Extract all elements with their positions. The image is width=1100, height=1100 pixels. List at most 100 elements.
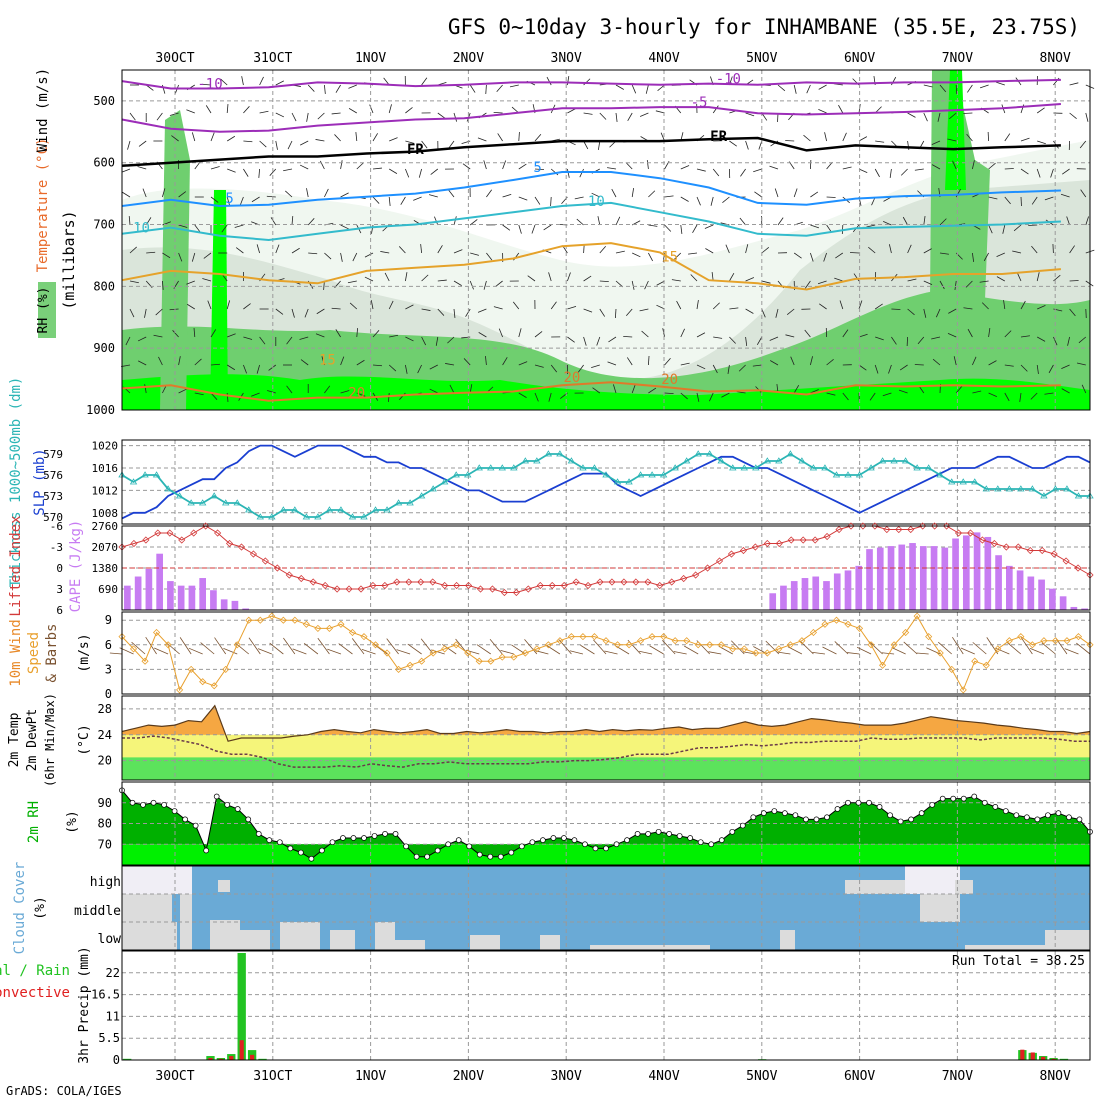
wind-speed-point xyxy=(671,637,679,645)
wind-barb xyxy=(818,84,827,90)
wind-barb xyxy=(191,252,196,262)
wind-barb xyxy=(889,168,892,178)
cape-li-panel: 690 1380 2070 2760 -6 -3 0 3 6 Lifted Index CAPE (… xyxy=(8,515,1094,617)
wind-barb xyxy=(158,356,163,366)
wind10m-barb xyxy=(303,643,319,655)
wind-barb xyxy=(203,252,212,259)
wind-barb xyxy=(648,190,656,198)
wind10m-barb xyxy=(731,640,745,655)
cape-bar xyxy=(984,536,992,610)
x-tick-label: 4NOV xyxy=(648,51,679,66)
wind10m-barb xyxy=(154,647,169,655)
wind-barb xyxy=(364,252,374,258)
wind-barb xyxy=(988,392,997,398)
precip-conv-bar xyxy=(1041,1056,1046,1060)
x-tick-label: 3NOV xyxy=(551,1069,582,1084)
wind-barb xyxy=(858,300,863,310)
wind-barb xyxy=(162,221,171,226)
panel-background xyxy=(122,951,1090,1060)
wind-barb xyxy=(137,360,147,366)
wind-speed-point xyxy=(245,616,253,624)
cape-bar xyxy=(801,578,809,610)
chart-title: GFS 0~10day 3-hourly for INHAMBANE (35.5… xyxy=(448,15,1080,39)
wind-barb xyxy=(121,364,131,367)
wind-barb xyxy=(348,84,357,89)
wind-barb xyxy=(931,140,941,146)
wind-barb xyxy=(948,308,957,314)
slp-tick-label: 1012 xyxy=(92,484,119,497)
wind-barb xyxy=(1004,392,1010,402)
rh-tick-label: 70 xyxy=(98,837,112,851)
wind-barb xyxy=(965,280,973,288)
wind-barb xyxy=(355,132,358,142)
thickness-point xyxy=(878,457,887,464)
rh2m-point xyxy=(697,839,704,846)
precip-tick-label: 11 xyxy=(106,1009,120,1023)
wind-barb xyxy=(639,308,649,312)
slp-thickness-panel: 1008 1012 1016 1020 570 573 576 579 Thickness 10… xyxy=(8,377,1094,587)
wind-barb xyxy=(1069,82,1079,86)
wind-barb xyxy=(465,308,471,317)
wind-barb xyxy=(1004,364,1014,367)
wind-barb xyxy=(518,224,522,234)
wind10m-barb xyxy=(1064,648,1079,655)
rh2m-point xyxy=(529,839,536,846)
wind-barb xyxy=(477,308,487,313)
wind-speed-point xyxy=(925,633,933,641)
lifted-index-point xyxy=(1002,543,1010,551)
wind-barb xyxy=(576,218,584,226)
panel-border xyxy=(121,611,1091,695)
lifted-index-point xyxy=(692,571,700,579)
wind-barb xyxy=(239,196,244,206)
cloud-cover-bar xyxy=(280,922,320,950)
x-tick-label: 30OCT xyxy=(155,1069,194,1084)
thickness-point xyxy=(682,457,691,464)
wind-barb xyxy=(207,300,212,310)
thickness-point xyxy=(510,464,518,471)
wind-barb xyxy=(307,84,315,92)
wind-barb xyxy=(826,161,833,170)
wind-barb xyxy=(1067,336,1070,346)
wind-barb xyxy=(453,280,462,286)
lifted-index-point xyxy=(500,588,508,597)
wind-speed-point xyxy=(809,628,817,637)
wind-barb xyxy=(340,192,349,198)
wind-barb xyxy=(210,392,218,400)
cape-bar xyxy=(124,585,131,610)
wind-barb xyxy=(321,356,325,366)
wind-barb xyxy=(1048,364,1054,374)
x-tick-label: 8NOV xyxy=(1040,51,1071,66)
cloud-cover-panel: high middle low Cloud Cover (%) xyxy=(12,862,1091,954)
lifted-index-point xyxy=(859,522,867,530)
thickness-tick-label: 579 xyxy=(43,448,63,461)
lifted-index-point xyxy=(476,585,485,593)
wind-barb xyxy=(625,308,633,317)
wind-barb xyxy=(129,246,137,254)
contour-label: -10 xyxy=(197,77,222,93)
wind-barb xyxy=(268,364,277,371)
wind-barb xyxy=(462,163,471,170)
wind-barb xyxy=(931,336,941,340)
wind-barb xyxy=(611,188,617,198)
wind-barb xyxy=(631,84,637,94)
wind-speed-point xyxy=(429,649,437,657)
wind-barb xyxy=(317,112,325,120)
li-axis-title: Lifted Index xyxy=(8,515,24,616)
wind-barb xyxy=(340,224,349,230)
rh2m-point xyxy=(613,841,620,848)
wind-speed-point xyxy=(844,620,852,628)
wind-barb xyxy=(1061,168,1070,175)
wind10m-barb xyxy=(960,647,975,655)
cloud-cover-bar xyxy=(780,930,795,950)
wind-barb xyxy=(988,196,998,200)
wind-barb xyxy=(607,361,617,366)
rh2m-point xyxy=(992,804,999,810)
wind-barb xyxy=(599,112,607,120)
wind-barb xyxy=(1037,336,1046,342)
cape-tick-label: 2760 xyxy=(92,520,119,533)
wind-speed-point xyxy=(879,661,887,669)
cape-bar xyxy=(134,576,142,610)
rh2m-point xyxy=(287,845,294,852)
y-tick-label: 700 xyxy=(93,218,115,232)
wind-barb xyxy=(583,308,593,313)
